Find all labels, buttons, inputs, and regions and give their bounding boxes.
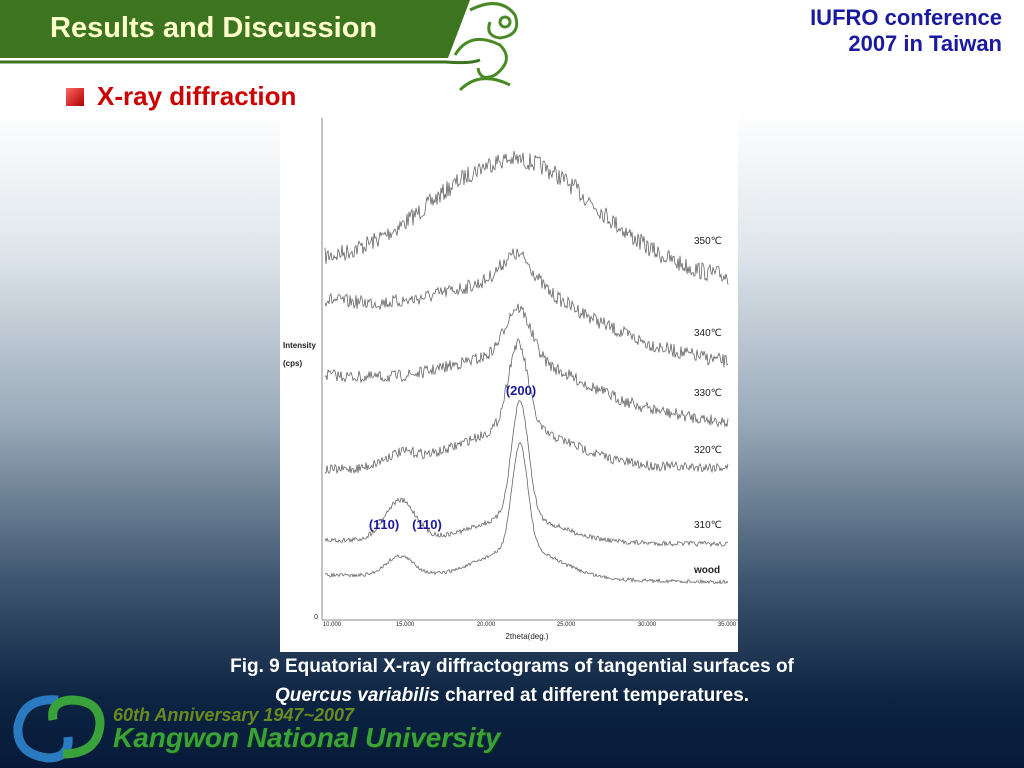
y-origin: 0 (314, 614, 318, 621)
x-tick-label: 35.000 (718, 622, 737, 628)
curves (324, 150, 729, 585)
xrd-trace (324, 150, 729, 285)
anniversary: 60th Anniversary 1947~2007 (113, 705, 354, 725)
x-tick-label: 10.000 (323, 622, 342, 628)
curve-label: 320℃ (694, 445, 722, 456)
annotation: (200) (506, 383, 536, 398)
conference: IUFRO conference (810, 5, 1002, 30)
banner-shape (0, 0, 470, 58)
x-tick-label: 20.000 (477, 622, 496, 628)
xrd-trace (324, 248, 729, 368)
curve-label: 350℃ (694, 236, 722, 247)
xrd-trace (324, 441, 729, 585)
x-tick-label: 30.000 (638, 622, 657, 628)
slide-title: Results and Discussion (50, 12, 378, 44)
xrd-figure: Intensity (cps) 0 2theta(deg.) (200) (1̄… (280, 112, 738, 652)
y-label: (cps) (283, 359, 302, 368)
x-tick-label: 25.000 (557, 622, 576, 628)
ornament (453, 2, 519, 92)
caption-text: charred at different temperatures. (444, 685, 750, 706)
curve-label: wood (693, 565, 720, 576)
figure-background (280, 112, 738, 652)
bullet (66, 88, 84, 106)
xrd-trace (324, 400, 729, 548)
xrd-trace (324, 303, 729, 428)
university-logo (13, 695, 105, 763)
curve-label: 310℃ (694, 520, 722, 531)
logo-swirl (13, 695, 73, 763)
xrd-trace (324, 338, 729, 475)
y-label: Intensity (283, 341, 316, 350)
annotation: (110) (412, 517, 442, 532)
banner-line (0, 58, 481, 65)
caption-line: Fig. 9 Equatorial X-ray diffractograms o… (230, 656, 794, 677)
section-heading: X-ray diffraction (97, 81, 297, 111)
x-tick-label: 15.000 (396, 622, 415, 628)
curve-label: 330℃ (694, 388, 722, 399)
species-name: Quercus variabilis (274, 685, 440, 706)
conference: 2007 in Taiwan (848, 31, 1002, 56)
x-label: 2theta(deg.) (505, 632, 548, 641)
annotation: (1̄10) (369, 517, 399, 532)
university: Kangwon National University (113, 722, 501, 753)
header-banner (0, 0, 519, 92)
caption-line: Quercus variabilis charred at different … (0, 685, 1024, 707)
curve-label: 340℃ (694, 328, 722, 339)
logo-swirl (48, 695, 105, 759)
